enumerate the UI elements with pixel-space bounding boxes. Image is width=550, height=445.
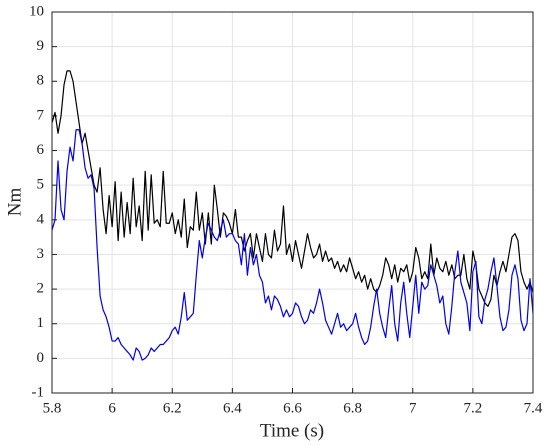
y-tick-label: 3 xyxy=(37,246,45,262)
y-tick-label: 8 xyxy=(37,73,45,89)
x-tick-label: 7 xyxy=(409,400,417,416)
y-tick-label: 4 xyxy=(37,211,45,227)
y-tick-label: 2 xyxy=(37,281,45,297)
x-tick-label: 6.8 xyxy=(343,400,362,416)
x-tick-label: 6.4 xyxy=(223,400,242,416)
x-tick-label: 7.2 xyxy=(464,400,483,416)
y-tick-label: 7 xyxy=(37,107,45,123)
y-tick-label: 5 xyxy=(37,177,45,193)
x-tick-label: 7.4 xyxy=(524,400,543,416)
x-tick-label: 6 xyxy=(108,400,116,416)
x-tick-label: 6.2 xyxy=(163,400,182,416)
x-tick-label: 6.6 xyxy=(283,400,302,416)
series-line xyxy=(51,70,534,308)
y-axis-label: Nm xyxy=(4,188,25,217)
y-tick-label: 9 xyxy=(37,38,45,54)
y-tick-label: 1 xyxy=(37,315,45,331)
y-tick-label: 10 xyxy=(29,3,44,19)
series-line xyxy=(51,129,534,361)
y-tick-label: 0 xyxy=(37,350,45,366)
y-tick-label: -1 xyxy=(32,384,45,400)
y-tick-label: 6 xyxy=(37,142,45,158)
x-tick-label: 5.8 xyxy=(43,400,62,416)
plot-frame xyxy=(51,11,534,394)
x-axis-label: Time (s) xyxy=(260,420,324,441)
